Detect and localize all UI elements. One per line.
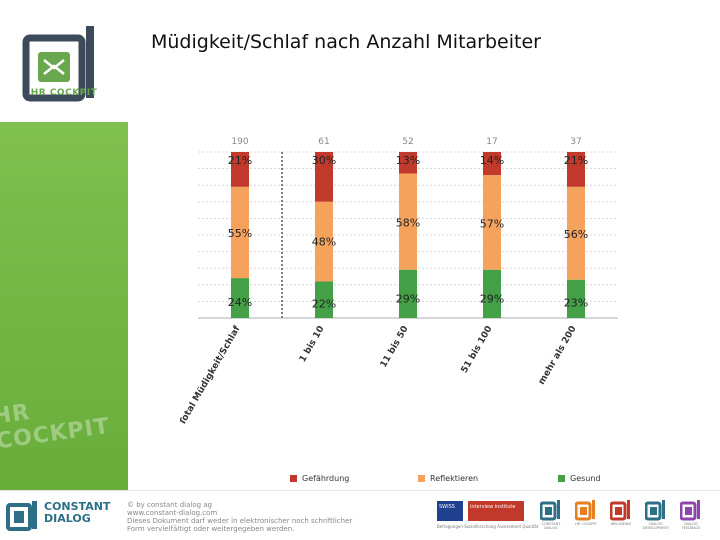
legend-swatch — [558, 475, 565, 482]
page-title: Müdigkeit/Schlaf nach Anzahl Mitarbeiter — [151, 31, 541, 53]
data-label: 29% — [480, 293, 504, 306]
data-label: 57% — [480, 217, 504, 230]
stacked-bar-chart: 21% 55% 24% 190 Total Müdigkeit/Schlaf 30% 48%… — [180, 137, 618, 427]
data-label: 48% — [312, 236, 336, 249]
legend-swatch — [418, 475, 425, 482]
company-line: CONSTANT — [44, 500, 111, 513]
n-label: 17 — [486, 137, 497, 147]
brand-caption: CONSTANT DIALOG — [541, 522, 561, 530]
bar-segment-gesund — [231, 278, 249, 318]
bar-segment-gesund — [483, 269, 501, 318]
legal-line: Form vervielfältigt oder weitergegeben w… — [127, 525, 295, 533]
n-label: 37 — [570, 137, 581, 147]
interview-institute-badge: interview institute — [468, 501, 524, 521]
data-label: 30% — [312, 154, 336, 167]
legend-item-gefaehrdung: Gefährdung — [290, 474, 349, 483]
data-label: 21% — [228, 154, 252, 167]
brand-logo-icon — [539, 499, 562, 521]
footer: CONSTANT DIALOG © by constant dialog ag … — [0, 490, 720, 540]
bar-segment-reflektieren — [567, 186, 585, 280]
data-label: 55% — [228, 227, 252, 240]
legend-item-gesund: Gesund — [558, 474, 601, 483]
data-label: 58% — [396, 217, 420, 230]
bar-segment-gefährdung — [231, 152, 249, 187]
n-label: 61 — [318, 137, 329, 147]
n-label: 52 — [402, 137, 413, 147]
brand-logo-icon — [679, 499, 702, 521]
bar-segment-gesund — [399, 269, 417, 318]
n-label: 190 — [231, 137, 248, 147]
bar-segment-gefährdung — [315, 152, 333, 202]
sidebar-green-panel — [0, 122, 128, 490]
company-line: DIALOG — [44, 512, 91, 525]
legal-line: www.constant-dialog.com — [127, 509, 218, 517]
brand-logo-icon — [644, 499, 667, 521]
legal-line: © by constant dialog ag — [127, 501, 212, 509]
constant-dialog-logo-icon — [6, 501, 37, 531]
bar-segment-reflektieren — [315, 201, 333, 282]
data-label: 13% — [396, 154, 420, 167]
brand-caption: DIALOG DEVELOPMENT — [642, 522, 670, 530]
footer-company-name: CONSTANT DIALOG — [44, 501, 110, 525]
sidebar: HR COCKPIT HR COCKPIT — [0, 0, 128, 490]
brand-logo-icon — [609, 499, 632, 521]
bar-segment-gesund — [315, 281, 333, 318]
badge-caption: Befragungen Sozialforschung Assessment Q… — [437, 524, 539, 529]
data-label: 14% — [480, 154, 504, 167]
data-label: 21% — [564, 154, 588, 167]
bar-segment-reflektieren — [483, 175, 501, 270]
legal-line: Dieses Dokument darf weder in elektronis… — [127, 517, 353, 525]
brand-logo-icon — [574, 499, 597, 521]
data-label: 24% — [228, 296, 252, 309]
data-label: 29% — [396, 293, 420, 306]
chart-legend: Gefährdung Reflektieren Gesund — [290, 474, 620, 486]
category-label: Total Müdigkeit/Schlaf — [180, 324, 243, 427]
bar-segment-reflektieren — [399, 173, 417, 270]
badge-text: interview institute — [470, 504, 516, 510]
category-label: 11 bis 50 — [379, 325, 411, 370]
data-label: 22% — [312, 297, 336, 310]
logo-text: HR COCKPIT — [30, 88, 98, 98]
bar-segment-gefährdung — [567, 152, 585, 187]
bar-segment-reflektieren — [231, 186, 249, 279]
bar-segment-gefährdung — [399, 152, 417, 174]
brand-caption: WELLBEING — [610, 522, 632, 526]
badge-text: SWISS — [439, 504, 455, 510]
bar-segment-gesund — [567, 279, 585, 318]
data-label: 56% — [564, 228, 588, 241]
brand-caption: DIALOG FEEDBACK — [681, 522, 701, 530]
legend-item-reflektieren: Reflektieren — [418, 474, 478, 483]
legend-label: Reflektieren — [430, 474, 479, 483]
hr-cockpit-logo-icon — [22, 26, 94, 102]
swiss-badge: SWISS — [437, 501, 463, 521]
bar-segment-gefährdung — [483, 152, 501, 176]
legend-swatch — [290, 475, 297, 482]
category-label: mehr als 200 — [537, 325, 579, 387]
legend-label: Gesund — [570, 474, 601, 483]
legend-label: Gefährdung — [302, 474, 350, 483]
data-label: 23% — [564, 297, 588, 310]
footer-legal-text: © by constant dialog ag www.constant-dia… — [127, 501, 377, 533]
category-label: 1 bis 10 — [298, 325, 327, 365]
brand-caption: HR COCKPIT — [575, 522, 597, 526]
category-label: 51 bis 100 — [460, 325, 495, 375]
